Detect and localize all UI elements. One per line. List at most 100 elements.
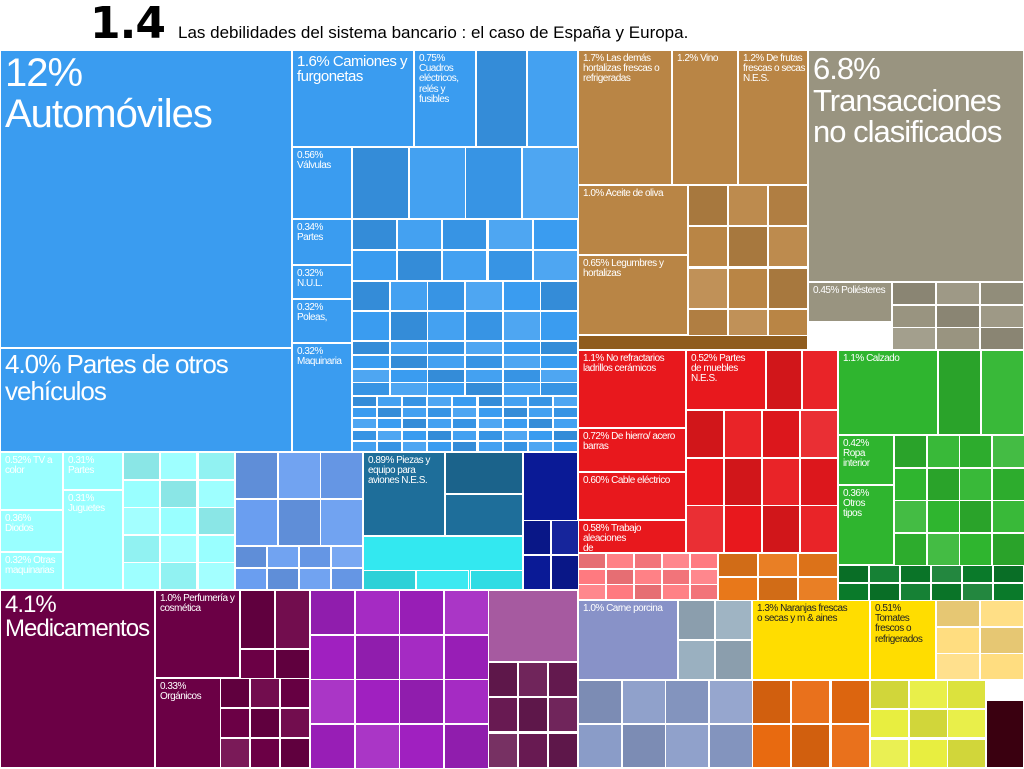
- treemap-fill-165: [355, 724, 400, 769]
- treemap-fill-262: [931, 583, 962, 601]
- treemap-label-vino: 1.2% Vino: [677, 53, 718, 64]
- treemap-fill-203: [800, 410, 838, 458]
- treemap-fill-37: [465, 355, 503, 369]
- treemap-fill-29: [390, 341, 428, 355]
- treemap-fill-122: [235, 568, 267, 590]
- treemap-fill-288: [947, 709, 986, 738]
- treemap-fill-212: [766, 350, 802, 410]
- treemap-fill-47: [390, 382, 428, 396]
- treemap-fill-120: [299, 546, 331, 568]
- treemap-cell-aleaciones: 0.58% Trabajo aleaciones de: [578, 520, 686, 553]
- treemap-fill-173: [518, 697, 548, 732]
- treemap-fill-256: [931, 565, 962, 583]
- treemap-label-frutas-secas: 1.2% De frutas frescas o secas N.E.S.: [743, 53, 805, 85]
- treemap-fill-127: [445, 494, 523, 536]
- treemap-label-camiones: 1.6% Camiones y furgonetas: [297, 53, 408, 86]
- treemap-label-hierro-acero: 0.72% De hierro/ acero barras: [583, 431, 675, 453]
- treemap-fill-123: [267, 568, 299, 590]
- treemap-fill-273: [578, 724, 622, 768]
- treemap-fill-260: [869, 583, 900, 601]
- treemap-fill-237: [894, 435, 927, 468]
- treemap-cell-cuadros-electricos: 0.75% Cuadros eléctricos, relés y fusibl…: [414, 50, 476, 147]
- treemap-fill-117: [320, 499, 363, 546]
- treemap-fill-259: [838, 583, 869, 601]
- treemap-label-tomates: 0.51% Tomates frescos o refrigerados: [875, 603, 923, 645]
- treemap-cell-carne-porcina: 1.0% Carne porcina: [578, 600, 678, 680]
- treemap-fill-116: [278, 499, 321, 546]
- treemap-cell-null: 0.32% N.U.L.: [292, 265, 352, 299]
- treemap-fill-246: [927, 500, 960, 533]
- treemap-fill-194: [892, 305, 936, 328]
- treemap-fill-51: [540, 382, 578, 396]
- treemap-fill-193: [980, 282, 1024, 305]
- treemap-fill-185: [728, 268, 768, 309]
- treemap-fill-52: [352, 396, 377, 407]
- treemap-fill-192: [936, 282, 980, 305]
- treemap-fill-19: [465, 281, 503, 311]
- treemap-fill-101: [160, 480, 197, 508]
- treemap-fill-258: [993, 565, 1024, 583]
- treemap-fill-0: [476, 50, 527, 147]
- treemap-fill-156: [310, 635, 355, 680]
- treemap-fill-108: [198, 535, 235, 563]
- treemap-fill-8: [442, 219, 487, 250]
- treemap-fill-284: [909, 680, 948, 709]
- treemap-label-maquinaria-032: 0.32% Maquinaria: [297, 346, 342, 368]
- treemap-fill-248: [992, 500, 1024, 533]
- treemap-fill-70: [352, 418, 377, 429]
- treemap-fill-198: [936, 327, 980, 350]
- treemap-fill-233: [758, 577, 798, 601]
- treemap-fill-69: [553, 407, 578, 418]
- treemap-fill-16: [352, 281, 390, 311]
- treemap-fill-124: [299, 568, 331, 590]
- treemap-fill-103: [123, 507, 160, 535]
- treemap-fill-76: [503, 418, 528, 429]
- treemap-label-naranjas: 1.3% Naranjas frescas o secas y m & aine…: [757, 603, 848, 625]
- treemap-cell-partes-031: 0.31% Partes: [63, 452, 123, 490]
- treemap-fill-80: [377, 430, 402, 441]
- treemap-label-poliesteres: 0.45% Poliésteres: [813, 285, 886, 296]
- treemap-fill-121: [331, 546, 363, 568]
- treemap-fill-207: [800, 458, 838, 506]
- treemap-fill-270: [622, 680, 666, 724]
- treemap-label-null: 0.32% N.U.L.: [297, 268, 323, 290]
- treemap-fill-100: [123, 480, 160, 508]
- treemap-fill-244: [992, 468, 1024, 501]
- treemap-label-hortalizas: 1.7% Las demás hortalizas frescas o refr…: [583, 53, 660, 85]
- treemap-fill-277: [752, 680, 791, 724]
- treemap-label-juguetes: 0.31% Juguetes: [68, 493, 105, 515]
- treemap-fill-164: [310, 724, 355, 769]
- treemap-fill-199: [980, 327, 1024, 350]
- treemap-fill-267: [678, 640, 715, 680]
- treemap-cell-poliesteres: 0.45% Poliésteres: [808, 282, 892, 322]
- chart-title: Las debilidades del sistema bancario : e…: [178, 23, 689, 42]
- treemap-cell-ladrillos: 1.1% No refractarios ladrillos cerámicos: [578, 350, 686, 428]
- treemap-fill-53: [377, 396, 402, 407]
- treemap-fill-147: [250, 708, 280, 738]
- treemap-fill-23: [390, 311, 428, 341]
- treemap-cell-naranjas: 1.3% Naranjas frescas o secas y m & aine…: [752, 600, 870, 680]
- treemap-fill-130: [416, 570, 469, 590]
- treemap-fill-48: [427, 382, 465, 396]
- treemap-cell-juguetes: 0.31% Juguetes: [63, 490, 123, 590]
- treemap-fill-178: [688, 185, 728, 226]
- treemap-fill-63: [402, 407, 427, 418]
- treemap-cell-muebles: 0.52% Partes de muebles N.E.S.: [686, 350, 766, 410]
- treemap-fill-230: [758, 553, 798, 577]
- treemap-fill-55: [427, 396, 452, 407]
- treemap-fill-271: [665, 680, 709, 724]
- treemap-fill-32: [503, 341, 541, 355]
- treemap-fill-167: [444, 724, 489, 769]
- treemap-fill-204: [686, 458, 724, 506]
- treemap-fill-36: [427, 355, 465, 369]
- treemap-fill-176: [518, 733, 548, 768]
- treemap-fill-146: [220, 708, 250, 738]
- treemap-fill-228: [690, 584, 718, 600]
- treemap-fill-97: [123, 452, 160, 480]
- treemap-fill-252: [992, 533, 1024, 566]
- treemap-label-otros-tipos: 0.36% Otros tipos: [843, 488, 869, 520]
- treemap-fill-11: [352, 250, 397, 281]
- treemap-label-medicamentos: 4.1% Medicamentos: [5, 591, 150, 643]
- treemap-fill-75: [478, 418, 503, 429]
- treemap-fill-54: [402, 396, 427, 407]
